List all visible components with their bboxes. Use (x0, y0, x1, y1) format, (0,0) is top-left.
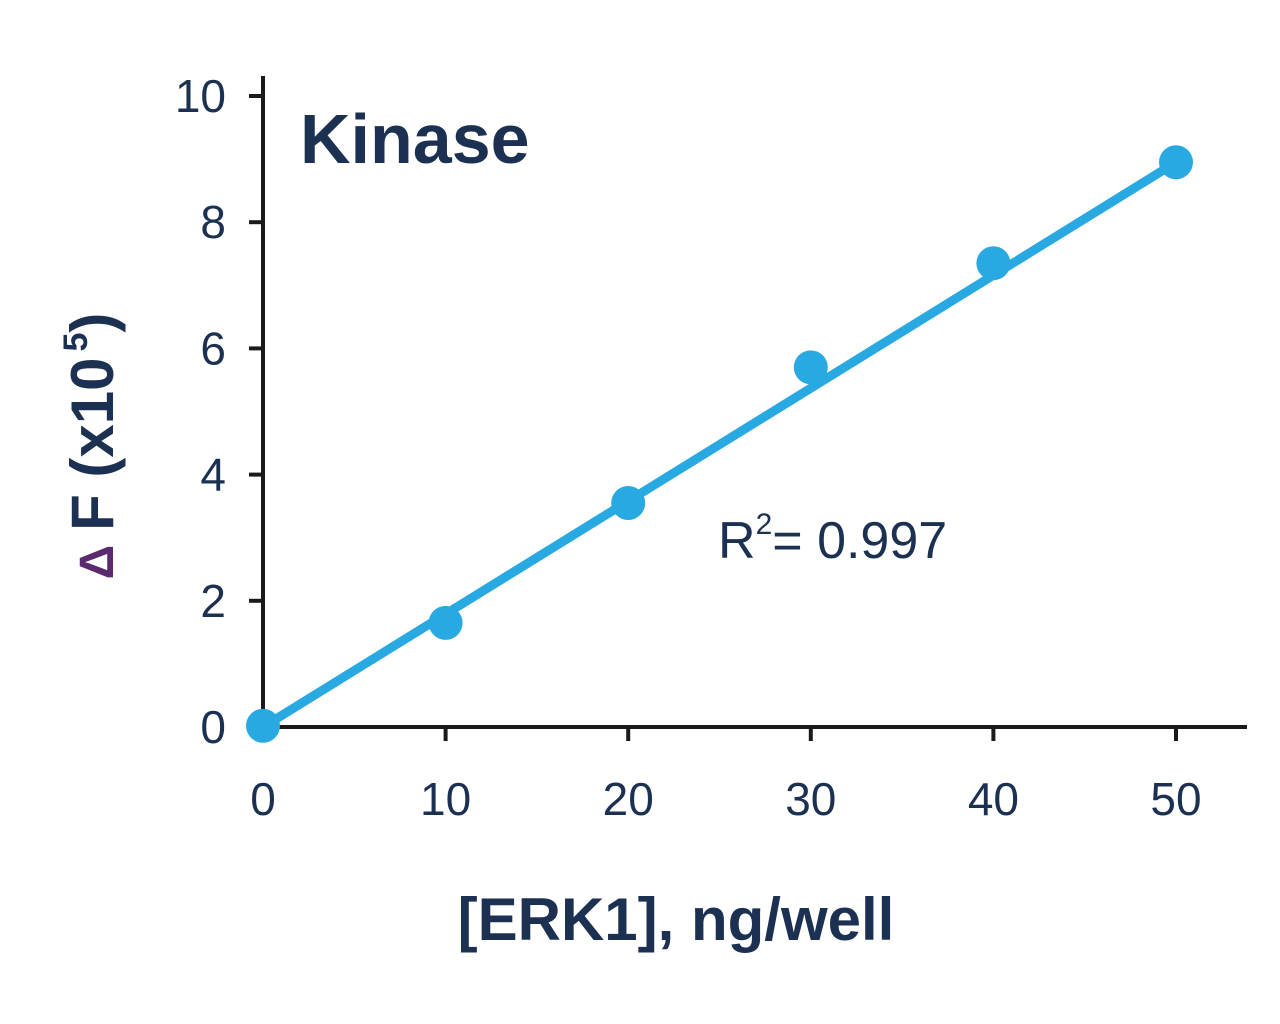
data-point (793, 350, 828, 385)
chart-title: Kinase (300, 100, 530, 178)
data-point (611, 485, 646, 520)
data-point (246, 708, 280, 743)
x-tick-labels: 0 10 20 30 40 50 (250, 773, 1201, 825)
annotation-r: R (718, 512, 756, 570)
x-tick-label: 20 (603, 773, 654, 825)
y-tick-label: 4 (200, 449, 226, 501)
y-axis-title: Δ F (x10 5) (57, 313, 126, 580)
x-tick-label: 10 (420, 773, 471, 825)
fit-line (258, 157, 1181, 732)
axes (261, 76, 1247, 729)
y-tick-label: 0 (200, 701, 226, 753)
x-tick-label: 0 (250, 773, 276, 825)
y-axis-title-text: F (x10 (59, 357, 126, 530)
y-tick-labels: 0 2 4 6 8 10 (175, 70, 226, 753)
y-tick-label: 6 (200, 322, 226, 374)
delta-symbol: Δ (71, 545, 124, 580)
x-tick-label: 30 (785, 773, 836, 825)
tick-marks (249, 94, 1178, 741)
data-point (976, 246, 1011, 281)
r-squared-annotation: R2= 0.997 (718, 508, 947, 570)
y-axis-title-close: ) (59, 313, 126, 333)
fit-line-layer (258, 157, 1181, 732)
data-point (1159, 145, 1193, 180)
y-tick-label: 10 (175, 70, 226, 122)
y-tick-label: 8 (200, 196, 226, 248)
x-tick-label: 40 (968, 773, 1019, 825)
data-points (246, 145, 1193, 743)
annotation-value: = 0.997 (772, 512, 947, 570)
x-tick-label: 50 (1150, 773, 1201, 825)
x-axis-title: [ERK1], ng/well (458, 886, 895, 953)
annotation-superscript: 2 (756, 508, 773, 541)
data-point (428, 605, 463, 640)
y-axis-title-superscript: 5 (57, 333, 95, 352)
y-tick-label: 2 (200, 575, 226, 627)
